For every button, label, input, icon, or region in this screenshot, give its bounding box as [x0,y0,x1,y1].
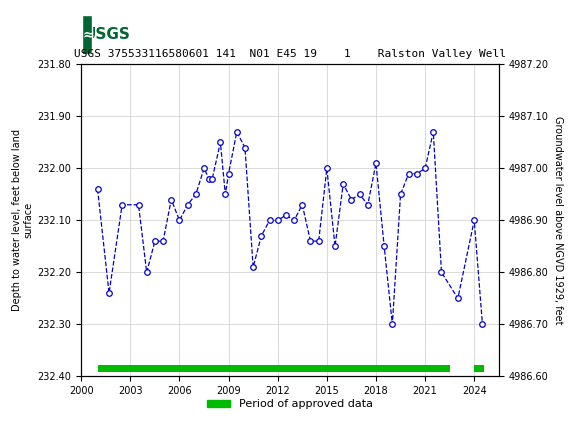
Title: USGS 375533116580601 141  N01 E45 19    1    Ralston Valley Well: USGS 375533116580601 141 N01 E45 19 1 Ra… [74,49,506,59]
Bar [84,15,121,54]
Bar [474,366,484,372]
Y-axis label: Groundwater level above NGVD 1929, feet: Groundwater level above NGVD 1929, feet [553,116,563,325]
Bar [97,366,450,372]
Legend: Period of approved data: Period of approved data [203,395,377,414]
Text: ≈: ≈ [82,27,94,41]
Bar [82,15,92,54]
Text: USGS: USGS [84,27,131,42]
Y-axis label: Depth to water level, feet below land
surface: Depth to water level, feet below land su… [12,129,33,311]
